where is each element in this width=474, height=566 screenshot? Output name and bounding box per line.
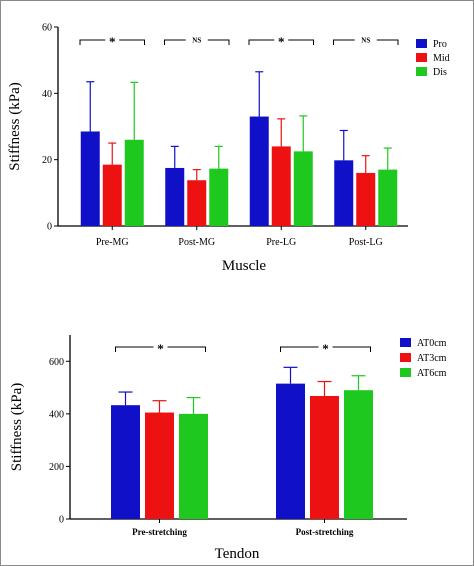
legend-swatch xyxy=(416,67,427,76)
bar-pro xyxy=(249,116,269,226)
significance-bracket xyxy=(280,346,371,352)
significance-label: * xyxy=(322,341,329,356)
x-axis-label: Tendon xyxy=(215,546,260,562)
legend-swatch xyxy=(400,338,411,347)
bar-dis xyxy=(293,151,313,226)
legend-swatch xyxy=(400,353,411,362)
x-tick-label: Post-LG xyxy=(349,237,383,248)
significance-label: NS xyxy=(361,37,370,45)
muscle-stiffness-chart: 0 20 40 60 Stiffness (kPa) Muscle Pre-MG * Post-… xyxy=(7,23,450,275)
y-tick-label: 200 xyxy=(49,462,64,473)
bar-dis xyxy=(124,139,144,226)
y-tick-label: 600 xyxy=(49,357,64,368)
bar-at0cm xyxy=(276,383,305,519)
significance-bracket xyxy=(248,39,314,45)
bar-at0cm xyxy=(111,405,140,519)
y-tick-label: 20 xyxy=(42,155,52,166)
bar-at6cm xyxy=(179,413,208,519)
significance-bracket xyxy=(115,346,206,352)
significance-label: * xyxy=(109,34,116,49)
bar-at3cm xyxy=(145,412,174,519)
x-tick-label: Post-stretching xyxy=(296,527,354,537)
significance-bracket xyxy=(333,39,399,45)
bar-dis xyxy=(209,168,229,226)
x-tick-label: Post-MG xyxy=(178,237,215,248)
bar-at3cm xyxy=(310,395,339,519)
y-tick-label: 40 xyxy=(42,89,52,100)
y-tick-label: 0 xyxy=(59,515,64,526)
bar-dis xyxy=(378,169,398,226)
x-tick-label: Pre-MG xyxy=(96,237,129,248)
significance-bracket xyxy=(164,39,230,45)
bar-pro xyxy=(334,160,354,226)
y-tick-label: 400 xyxy=(49,409,64,420)
y-tick-label: 0 xyxy=(47,222,52,233)
legend-swatch xyxy=(416,39,427,48)
bar-at6cm xyxy=(344,390,373,519)
bar-mid xyxy=(356,172,376,226)
bar-pro xyxy=(80,131,100,226)
significance-label: * xyxy=(278,34,285,49)
significance-label: * xyxy=(157,341,164,356)
y-tick-label: 60 xyxy=(42,23,52,34)
legend-label: AT3cm xyxy=(417,353,447,364)
legend-swatch xyxy=(416,53,427,62)
significance-label: NS xyxy=(192,37,201,45)
bar-mid xyxy=(102,164,122,226)
legend-label: AT6cm xyxy=(417,368,447,379)
legend-label: Mid xyxy=(433,53,450,64)
x-tick-label: Pre-LG xyxy=(266,237,296,248)
legend-swatch xyxy=(400,368,411,377)
y-axis-label: Stiffness (kPa) xyxy=(9,383,25,471)
legend-label: AT0cm xyxy=(417,338,447,349)
significance-bracket xyxy=(79,39,145,45)
tendon-stiffness-chart: 0 200 400 600 Stiffness (kPa) Tendon Pre-stret… xyxy=(9,335,447,562)
bar-mid xyxy=(187,180,207,226)
x-tick-label: Pre-stretching xyxy=(132,527,187,537)
bar-pro xyxy=(165,167,185,226)
legend-label: Dis xyxy=(433,67,447,78)
bar-mid xyxy=(271,146,291,226)
legend-label: Pro xyxy=(433,39,447,50)
y-axis-label: Stiffness (kPa) xyxy=(7,82,23,170)
x-axis-label: Muscle xyxy=(222,258,267,274)
